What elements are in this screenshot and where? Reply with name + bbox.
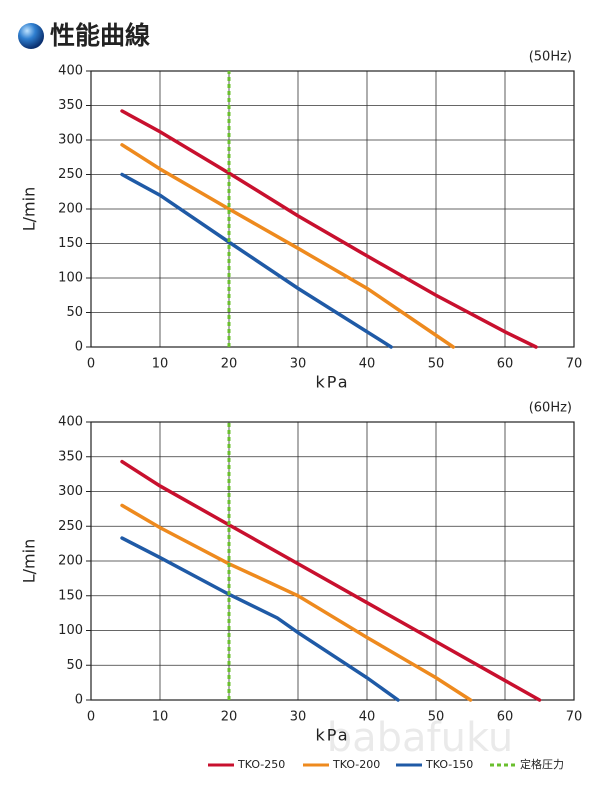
- x-tick-label: 30: [290, 357, 307, 372]
- x-tick-label: 0: [87, 357, 95, 372]
- x-tick-label: 0: [87, 710, 95, 725]
- legend-label: TKO-150: [425, 758, 473, 771]
- x-tick-label: 70: [566, 710, 583, 725]
- series-line: [120, 109, 538, 349]
- x-tick-label: 60: [497, 357, 514, 372]
- y-tick-label: 0: [75, 340, 83, 355]
- x-tick-label: 50: [428, 710, 445, 725]
- legend-label: 定格圧力: [520, 757, 564, 771]
- y-tick-label: 250: [58, 167, 83, 182]
- y-tick-label: 350: [58, 449, 83, 464]
- series-line: [120, 143, 455, 349]
- series-line: [120, 536, 400, 702]
- x-axis-label: kPa: [316, 373, 350, 392]
- x-tick-label: 20: [221, 710, 238, 725]
- x-tick-label: 50: [428, 357, 445, 372]
- y-tick-label: 250: [58, 519, 83, 534]
- plot-frame: [90, 421, 575, 701]
- y-tick-label: 300: [58, 133, 83, 148]
- heading: 性能曲線: [50, 21, 150, 50]
- y-tick-label: 150: [58, 236, 83, 251]
- watermark: babafuku: [327, 715, 514, 761]
- x-tick-label: 70: [566, 357, 583, 372]
- x-axis-label: kPa: [316, 726, 350, 745]
- y-tick-label: 100: [58, 623, 83, 638]
- y-tick-label: 400: [58, 64, 83, 79]
- series-line: [120, 172, 393, 349]
- x-tick-label: 20: [221, 357, 238, 372]
- y-axis-label: L/min: [20, 187, 39, 231]
- x-tick-label: 10: [152, 710, 169, 725]
- series-line: [120, 459, 542, 702]
- x-tick-label: 40: [359, 710, 376, 725]
- series-line: [120, 503, 473, 702]
- y-tick-label: 150: [58, 588, 83, 603]
- legend-label: TKO-200: [332, 758, 380, 771]
- annotation: (50Hz): [529, 50, 572, 65]
- y-tick-label: 400: [58, 415, 83, 430]
- x-tick-label: 10: [152, 357, 169, 372]
- y-tick-label: 100: [58, 271, 83, 286]
- x-tick-label: 60: [497, 710, 514, 725]
- y-tick-label: 50: [66, 305, 83, 320]
- y-tick-label: 350: [58, 98, 83, 113]
- y-tick-label: 200: [58, 554, 83, 569]
- x-tick-label: 30: [290, 710, 307, 725]
- legend-label: TKO-250: [237, 758, 285, 771]
- y-tick-label: 50: [66, 658, 83, 673]
- y-tick-label: 300: [58, 484, 83, 499]
- x-tick-label: 40: [359, 357, 376, 372]
- y-axis-label: L/min: [20, 539, 39, 583]
- heading-icon: [18, 23, 44, 49]
- y-tick-label: 0: [75, 693, 83, 708]
- plot-frame: [90, 70, 575, 348]
- annotation: (60Hz): [529, 401, 572, 416]
- y-tick-label: 200: [58, 202, 83, 217]
